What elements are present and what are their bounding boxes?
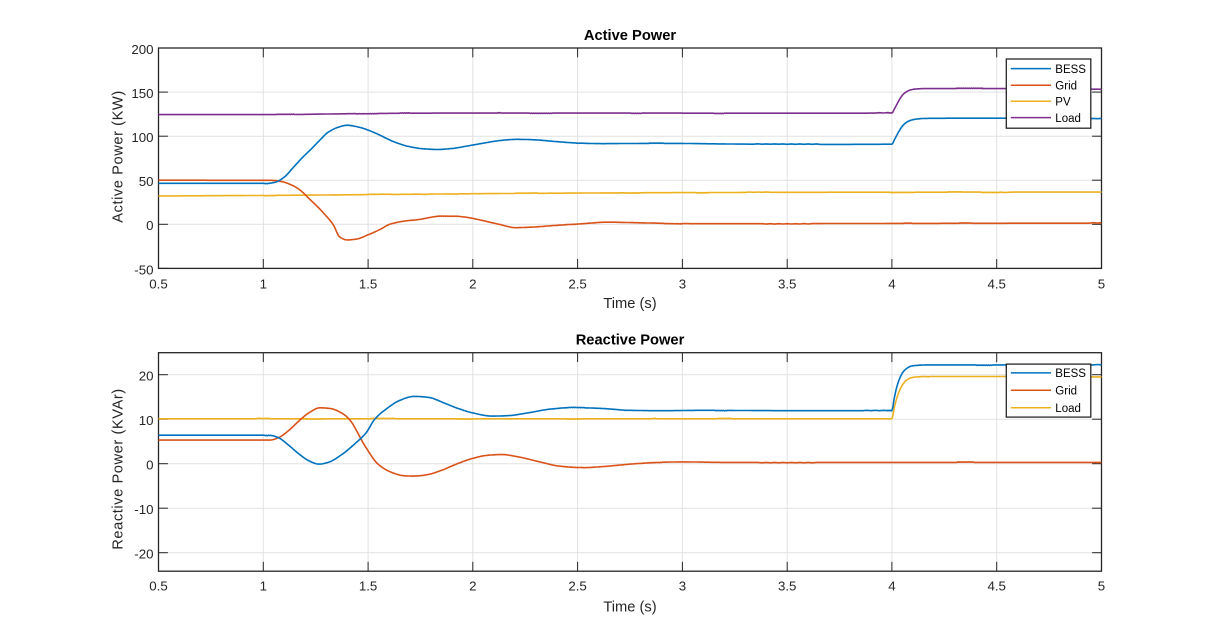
svg-text:0: 0 <box>146 458 153 473</box>
svg-text:200: 200 <box>131 42 153 57</box>
svg-text:Reactive Power: Reactive Power <box>576 333 685 349</box>
svg-text:PV: PV <box>1055 97 1071 109</box>
svg-text:4.5: 4.5 <box>987 277 1006 292</box>
svg-text:Active Power (KW): Active Power (KW) <box>111 90 127 223</box>
svg-text:5: 5 <box>1098 579 1105 594</box>
svg-text:150: 150 <box>131 86 153 101</box>
svg-text:3.5: 3.5 <box>778 579 797 594</box>
svg-text:4: 4 <box>888 579 895 594</box>
svg-text:BESS: BESS <box>1055 368 1086 380</box>
svg-text:Load: Load <box>1055 403 1081 415</box>
svg-text:3: 3 <box>679 277 686 292</box>
svg-text:2: 2 <box>469 579 476 594</box>
svg-text:1.5: 1.5 <box>359 277 378 292</box>
svg-text:Grid: Grid <box>1055 386 1077 398</box>
svg-text:10: 10 <box>139 413 154 428</box>
svg-text:-20: -20 <box>134 547 153 562</box>
svg-text:2.5: 2.5 <box>568 579 587 594</box>
svg-text:100: 100 <box>131 130 153 145</box>
svg-text:Load: Load <box>1055 113 1081 125</box>
svg-text:0.5: 0.5 <box>149 579 168 594</box>
svg-text:4.5: 4.5 <box>987 579 1006 594</box>
svg-text:50: 50 <box>139 174 154 189</box>
svg-text:Time (s): Time (s) <box>603 600 656 616</box>
svg-text:3: 3 <box>679 579 686 594</box>
svg-text:-10: -10 <box>134 502 153 517</box>
svg-text:5: 5 <box>1098 277 1105 292</box>
svg-text:4: 4 <box>888 277 895 292</box>
svg-text:1: 1 <box>260 277 267 292</box>
svg-text:1: 1 <box>260 579 267 594</box>
svg-text:0.5: 0.5 <box>149 277 168 292</box>
svg-text:Time (s): Time (s) <box>603 296 656 312</box>
svg-text:Active Power: Active Power <box>584 28 677 44</box>
svg-text:3.5: 3.5 <box>778 277 797 292</box>
svg-text:2.5: 2.5 <box>568 277 587 292</box>
svg-text:-50: -50 <box>134 262 153 277</box>
svg-text:20: 20 <box>139 369 154 384</box>
svg-text:Grid: Grid <box>1055 81 1077 93</box>
svg-text:Reactive Power (KVAr): Reactive Power (KVAr) <box>111 388 127 549</box>
svg-text:0: 0 <box>146 218 153 233</box>
svg-text:BESS: BESS <box>1055 64 1086 76</box>
svg-text:1.5: 1.5 <box>359 579 378 594</box>
svg-text:2: 2 <box>469 277 476 292</box>
